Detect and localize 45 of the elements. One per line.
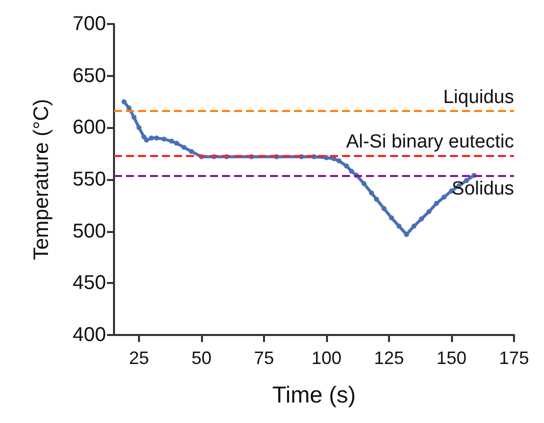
x-tick-label: 75 [254,348,274,368]
point [182,144,186,150]
point [382,206,386,212]
y-tick-label: 400 [72,324,106,346]
point [349,168,354,174]
x-axis-title: Time (s) [272,382,356,408]
point [434,200,439,206]
point [162,136,166,142]
point [336,158,342,164]
x-tick-label: 125 [374,348,404,368]
y-tick-label: 700 [72,13,106,35]
point [426,209,432,214]
point [396,224,402,229]
point [442,194,446,200]
ref-line-label: Solidus [452,178,514,200]
y-tick-label: 550 [72,168,106,190]
point [174,140,179,146]
point [389,215,394,220]
y-tick-label: 600 [72,116,106,139]
point [126,105,132,110]
x-tick-label: 50 [191,348,212,368]
point [412,224,416,229]
x-tick-label: 150 [436,348,467,368]
point [419,216,424,222]
point [344,164,349,169]
x-tick-label: 175 [498,348,530,368]
y-tick-label: 650 [72,64,106,87]
point [132,114,136,120]
point [154,136,159,141]
y-tick-label: 500 [72,220,106,242]
point [169,138,174,144]
ref-line-label: Liquidus [443,87,514,108]
x-tick-label: 100 [311,348,342,368]
point [144,138,149,143]
point [189,149,194,154]
point [149,136,154,141]
point [122,99,126,104]
y-tick-label: 450 [72,272,106,294]
point [136,125,142,130]
y-axis-title: Temperature (°C) [30,98,53,260]
ref-line-label: Al-Si binary eutectic [346,132,514,153]
point [374,196,379,202]
x-tick-label: 25 [128,348,150,368]
point [369,190,374,196]
point [362,181,366,186]
